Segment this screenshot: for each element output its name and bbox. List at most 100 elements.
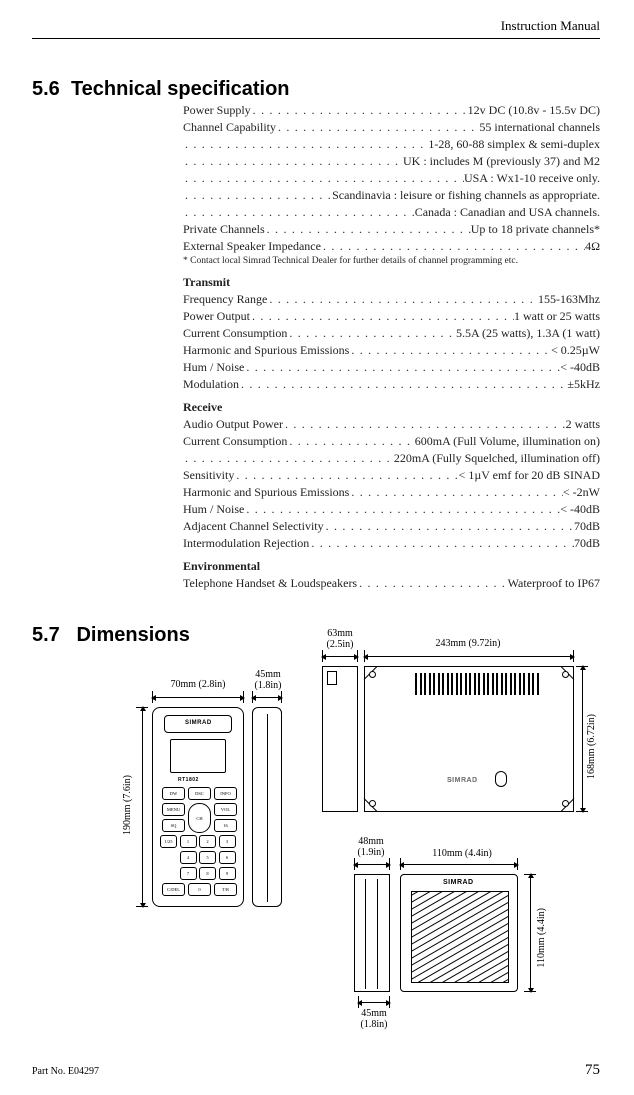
spec-dots xyxy=(250,308,514,325)
spec-value: 1-28, 60-88 simplex & semi-duplex xyxy=(428,136,600,153)
handset-key: 9 xyxy=(219,867,236,880)
spec-dots xyxy=(324,518,574,535)
handset-key: 8 xyxy=(199,867,216,880)
spec-dots xyxy=(183,170,464,187)
spec-value: 70dB xyxy=(574,518,600,535)
spec-line: Modulation±5kHz xyxy=(183,376,600,393)
handset-depth-label: 45mm (1.8in) xyxy=(250,669,286,691)
handset-key: SQ xyxy=(162,819,185,832)
spec-label: Hum / Noise xyxy=(183,359,244,376)
handset-key: 2 xyxy=(199,835,216,848)
spec-line: UK : includes M (previously 37) and M2 xyxy=(183,153,600,170)
handset-depth-arrow xyxy=(252,697,282,698)
mainunit-depth-label: 63mm (2.5in) xyxy=(320,628,360,650)
spec-label: External Speaker Impedance xyxy=(183,238,321,255)
spec-label: Harmonic and Spurious Emissions xyxy=(183,484,349,501)
mainunit-width-arrow xyxy=(364,656,574,657)
handset-key: 0 xyxy=(188,883,211,896)
spec-dots xyxy=(349,484,563,501)
spec-dots xyxy=(183,204,415,221)
spec-dots xyxy=(309,535,574,552)
spec-line: Telephone Handset & Loudspeakers Waterpro… xyxy=(183,575,600,592)
spec-value: < 1µV emf for 20 dB SINAD xyxy=(459,467,600,484)
speaker-height-label: 110mm (4.4in) xyxy=(536,908,548,968)
header-title: Instruction Manual xyxy=(501,18,600,34)
handset-height-arrow xyxy=(142,707,143,907)
speaker-depth2-label: 45mm (1.8in) xyxy=(354,1008,394,1030)
spec-value: 55 international channels xyxy=(479,119,600,136)
spec-label: Power Output xyxy=(183,308,250,325)
spec-line: Power Output1 watt or 25 watts xyxy=(183,308,600,325)
footer-page-number: 75 xyxy=(585,1062,600,1079)
spec-line: Frequency Range155-163Mhz xyxy=(183,291,600,308)
spec-dots xyxy=(234,467,458,484)
spec-dots xyxy=(283,416,566,433)
spec-value: Scandinavia : leisure or fishing channel… xyxy=(332,187,600,204)
handset-key: INFO xyxy=(214,787,237,800)
mainunit-height-arrow xyxy=(582,666,583,812)
spec-line: 1-28, 60-88 simplex & semi-duplex xyxy=(183,136,600,153)
spec-label: Telephone Handset & Loudspeakers xyxy=(183,575,357,592)
handset-side xyxy=(252,707,282,907)
spec-dots xyxy=(349,342,551,359)
spec-dots xyxy=(287,325,456,342)
speaker-figure: 48mm (1.9in) 110mm (4.4in) SIMRAD 110mm … xyxy=(338,836,598,1046)
spec-label: Harmonic and Spurious Emissions xyxy=(183,342,349,359)
spec-dots xyxy=(244,359,560,376)
section-5-7-heading: 5.7 Dimensions xyxy=(32,624,190,647)
spec-label: Hum / Noise xyxy=(183,501,244,518)
spec-label: Current Consumption xyxy=(183,433,287,450)
speaker-width-arrow xyxy=(400,864,518,865)
handset-key: 5 xyxy=(199,851,216,864)
spec-line: Hum / Noise< -40dB xyxy=(183,501,600,518)
speaker-brand: SIMRAD xyxy=(443,879,474,886)
handset-key: 7 xyxy=(180,867,197,880)
section-5-6-number: 5.6 xyxy=(32,78,60,100)
spec-line: Scandinavia : leisure or fishing channel… xyxy=(183,187,600,204)
handset-brand: SIMRAD xyxy=(185,720,212,726)
spec-label: Frequency Range xyxy=(183,291,267,308)
speaker-body: SIMRAD xyxy=(400,874,518,992)
spec-dots xyxy=(183,187,332,204)
spec-dots xyxy=(357,575,508,592)
spec-line: USA : Wx1-10 receive only. xyxy=(183,170,600,187)
spec-label: Intermodulation Rejection xyxy=(183,535,309,552)
spec-label: Modulation xyxy=(183,376,239,393)
spec-label: Adjacent Channel Selectivity xyxy=(183,518,324,535)
spec-value: 12v DC (10.8v - 15.5v DC) xyxy=(468,102,600,119)
spec-label: Current Consumption xyxy=(183,325,287,342)
spec-label: Sensitivity xyxy=(183,467,234,484)
spec-line: Intermodulation Rejection 70dB xyxy=(183,535,600,552)
mainunit-side xyxy=(322,666,358,812)
spec-dots xyxy=(251,102,468,119)
mainunit-width-label: 243mm (9.72in) xyxy=(418,638,518,649)
spec-label: Audio Output Power xyxy=(183,416,283,433)
handset-model: RT1802 xyxy=(178,777,199,783)
footer-part-number: Part No. E04297 xyxy=(32,1066,99,1077)
speaker-depth2-arrow xyxy=(358,1002,390,1003)
spec-label: Private Channels xyxy=(183,221,265,238)
transmit-heading: Transmit xyxy=(183,274,600,291)
spec-line: Canada : Canadian and USA channels. xyxy=(183,204,600,221)
mainunit-brand: SIMRAD xyxy=(447,777,478,784)
spec-line: Harmonic and Spurious Emissions< 0.25µW xyxy=(183,342,600,359)
spec-value: 5.5A (25 watts), 1.3A (1 watt) xyxy=(456,325,600,342)
handset-key: CH xyxy=(188,803,211,833)
handset-key: C/DEL xyxy=(162,883,185,896)
speaker-depth-label: 48mm (1.9in) xyxy=(352,836,390,858)
spec-dots xyxy=(239,376,567,393)
spec-value: Waterproof to IP67 xyxy=(508,575,600,592)
handset-width-arrow xyxy=(152,697,244,698)
spec-dots xyxy=(265,221,471,238)
spec-value: 70dB xyxy=(574,535,600,552)
spec-value: USA : Wx1-10 receive only. xyxy=(464,170,600,187)
header-rule xyxy=(32,38,600,39)
spec-line: 220mA (Fully Squelched, illumination off… xyxy=(183,450,600,467)
spec-label: Power Supply xyxy=(183,102,251,119)
spec-dots xyxy=(287,433,414,450)
spec-dots xyxy=(183,450,394,467)
handset-screen xyxy=(170,739,226,773)
spec-line: Power Supply 12v DC (10.8v - 15.5v DC) xyxy=(183,102,600,119)
spec-value: < -40dB xyxy=(560,359,600,376)
spec-value: < -2nW xyxy=(563,484,600,501)
